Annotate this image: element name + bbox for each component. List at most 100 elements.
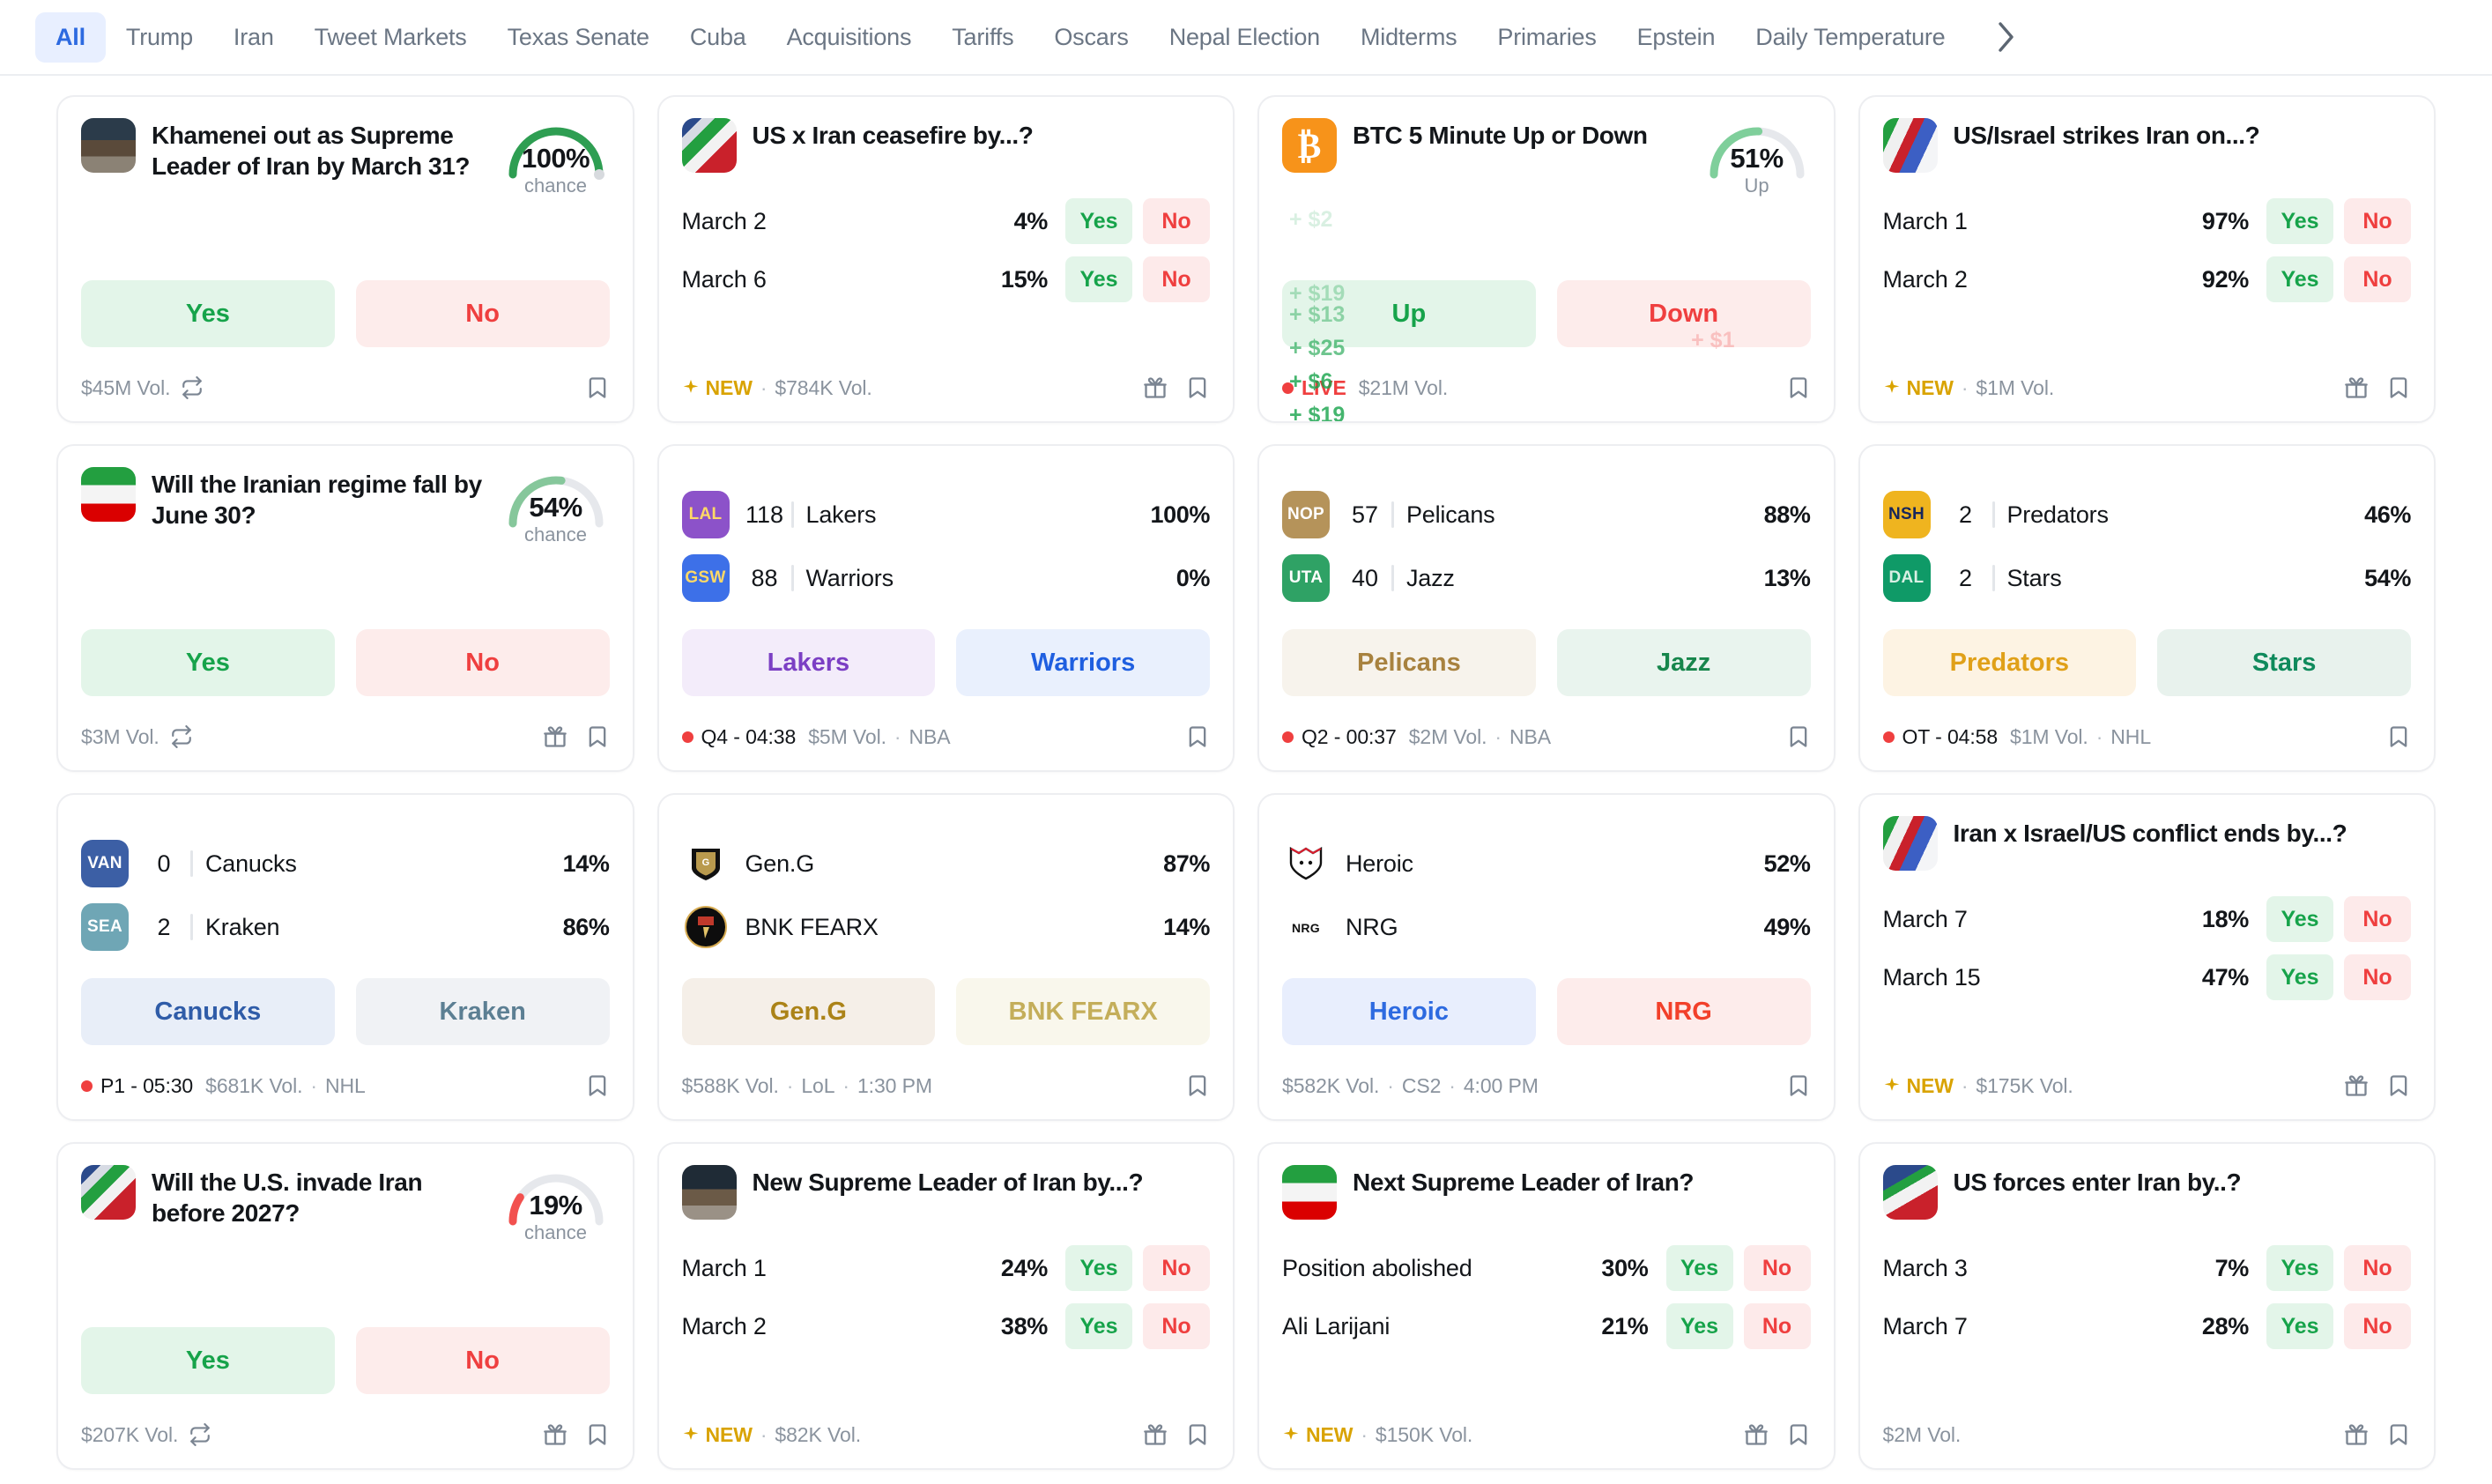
market-card-btc-5-minute[interactable]: ₿ BTC 5 Minute Up or Down 51% Up + $2 + … [1257,95,1836,423]
no-button[interactable]: No [1743,1245,1811,1291]
down-button[interactable]: Down [1556,280,1811,347]
bookmark-icon[interactable] [585,724,610,749]
outcome-row[interactable]: March 6 15% Yes No [682,254,1210,305]
no-button[interactable]: No [1143,1303,1210,1349]
market-card-us-iran-ceasefire[interactable]: US x Iran ceasefire by...? March 2 4% Ye… [656,95,1235,423]
outcome-row[interactable]: March 1 97% Yes No [1883,196,2411,247]
outcome-row[interactable]: March 3 7% Yes No [1883,1243,2411,1294]
yes-button[interactable]: Yes [1065,198,1132,244]
no-button[interactable]: No [2344,198,2411,244]
yes-button[interactable]: Yes [1665,1303,1733,1349]
bookmark-icon[interactable] [2386,375,2411,400]
bet-warriors-button[interactable]: Warriors [956,629,1210,696]
bookmark-icon[interactable] [2386,1422,2411,1447]
tab-cuba[interactable]: Cuba [689,23,746,50]
yes-button[interactable]: Yes [2266,256,2333,302]
yes-button[interactable]: Yes [1065,256,1132,302]
bet-bnkfearx-button[interactable]: BNK FEARX [956,978,1210,1045]
yes-button[interactable]: Yes [1665,1245,1733,1291]
bet-predators-button[interactable]: Predators [1882,629,2137,696]
up-button[interactable]: Up [1282,280,1536,347]
gift-icon[interactable] [1143,1422,1168,1447]
market-card-iran-israel-conflict-ends[interactable]: Iran x Israel/US conflict ends by...? Ma… [1858,793,2436,1121]
market-card-us-forces-enter-iran[interactable]: US forces enter Iran by..? March 3 7% Ye… [1858,1142,2436,1470]
no-button[interactable]: No [355,280,610,347]
gift-icon[interactable] [1143,375,1168,400]
bookmark-icon[interactable] [585,1073,610,1098]
outcome-row[interactable]: March 2 92% Yes No [1883,254,2411,305]
tab-midterms[interactable]: Midterms [1361,23,1457,50]
market-card-us-invade-iran[interactable]: Will the U.S. invade Iran before 2027? 1… [56,1142,634,1470]
yes-button[interactable]: Yes [2266,1303,2333,1349]
tab-oscars[interactable]: Oscars [1054,23,1129,50]
bookmark-icon[interactable] [1786,724,1811,749]
outcome-row[interactable]: March 15 47% Yes No [1883,952,2411,1003]
swap-icon[interactable] [181,376,204,399]
market-card-lakers-warriors[interactable]: LAL 118 Lakers 100% GSW 88 Warriors 0% L… [656,444,1235,772]
market-card-pelicans-jazz[interactable]: NOP 57 Pelicans 88% UTA 40 Jazz 13% Peli… [1257,444,1836,772]
bet-jazz-button[interactable]: Jazz [1556,629,1811,696]
tab-iran[interactable]: Iran [233,23,274,50]
yes-button[interactable]: Yes [81,629,335,696]
tab-epstein[interactable]: Epstein [1636,23,1716,50]
tab-tweet-markets[interactable]: Tweet Markets [314,23,467,50]
no-button[interactable]: No [2344,1303,2411,1349]
no-button[interactable]: No [2344,896,2411,942]
market-card-geng-bnkfearx[interactable]: G Gen.G 87% BNK FEARX 14% Gen.G BNK FEAR… [656,793,1235,1121]
bet-kraken-button[interactable]: Kraken [355,978,610,1045]
tab-acquisitions[interactable]: Acquisitions [786,23,912,50]
yes-button[interactable]: Yes [1065,1245,1132,1291]
gift-icon[interactable] [543,1422,567,1447]
bet-heroic-button[interactable]: Heroic [1282,978,1536,1045]
yes-button[interactable]: Yes [2266,198,2333,244]
swap-icon[interactable] [170,725,193,748]
no-button[interactable]: No [2344,1245,2411,1291]
bookmark-icon[interactable] [2386,1073,2411,1098]
market-card-heroic-nrg[interactable]: Heroic 52% NRG NRG 49% Heroic NRG $582K … [1257,793,1836,1121]
yes-button[interactable]: Yes [81,1327,335,1394]
no-button[interactable]: No [1143,256,1210,302]
bookmark-icon[interactable] [1185,1422,1210,1447]
outcome-row[interactable]: March 7 28% Yes No [1883,1301,2411,1352]
bookmark-icon[interactable] [585,375,610,400]
gift-icon[interactable] [2344,1422,2369,1447]
swap-icon[interactable] [189,1423,211,1446]
no-button[interactable]: No [355,1327,610,1394]
outcome-row[interactable]: Position abolished 30% Yes No [1282,1243,1811,1294]
bookmark-icon[interactable] [1185,375,1210,400]
bet-geng-button[interactable]: Gen.G [681,978,936,1045]
no-button[interactable]: No [1143,198,1210,244]
market-card-next-supreme-leader[interactable]: Next Supreme Leader of Iran? Position ab… [1257,1142,1836,1470]
bookmark-icon[interactable] [1185,1073,1210,1098]
tab-trump[interactable]: Trump [125,23,193,50]
yes-button[interactable]: Yes [2266,896,2333,942]
tab-nepal-election[interactable]: Nepal Election [1168,23,1321,50]
bookmark-icon[interactable] [2386,724,2411,749]
outcome-row[interactable]: Ali Larijani 21% Yes No [1282,1301,1811,1352]
market-card-predators-stars[interactable]: NSH 2 Predators 46% DAL 2 Stars 54% Pred… [1858,444,2436,772]
gift-icon[interactable] [2344,1073,2369,1098]
bookmark-icon[interactable] [1786,1073,1811,1098]
no-button[interactable]: No [2344,256,2411,302]
gift-icon[interactable] [2344,375,2369,400]
outcome-row[interactable]: March 7 18% Yes No [1883,894,2411,945]
no-button[interactable]: No [1743,1303,1811,1349]
yes-button[interactable]: Yes [81,280,335,347]
outcome-row[interactable]: March 1 24% Yes No [682,1243,1210,1294]
outcome-row[interactable]: March 2 4% Yes No [682,196,1210,247]
chevron-right-icon[interactable] [1989,19,2024,55]
tab-all[interactable]: All [35,11,106,63]
bet-stars-button[interactable]: Stars [2157,629,2411,696]
yes-button[interactable]: Yes [2266,954,2333,1000]
bet-nrg-button[interactable]: NRG [1556,978,1811,1045]
gift-icon[interactable] [1744,1422,1769,1447]
bookmark-icon[interactable] [1185,724,1210,749]
market-card-iranian-regime-fall[interactable]: Will the Iranian regime fall by June 30?… [56,444,634,772]
market-card-us-israel-strikes[interactable]: US/Israel strikes Iran on...? March 1 97… [1858,95,2436,423]
bookmark-icon[interactable] [1786,375,1811,400]
bookmark-icon[interactable] [585,1422,610,1447]
outcome-row[interactable]: March 2 38% Yes No [682,1301,1210,1352]
bet-lakers-button[interactable]: Lakers [681,629,936,696]
bet-pelicans-button[interactable]: Pelicans [1282,629,1536,696]
no-button[interactable]: No [2344,954,2411,1000]
